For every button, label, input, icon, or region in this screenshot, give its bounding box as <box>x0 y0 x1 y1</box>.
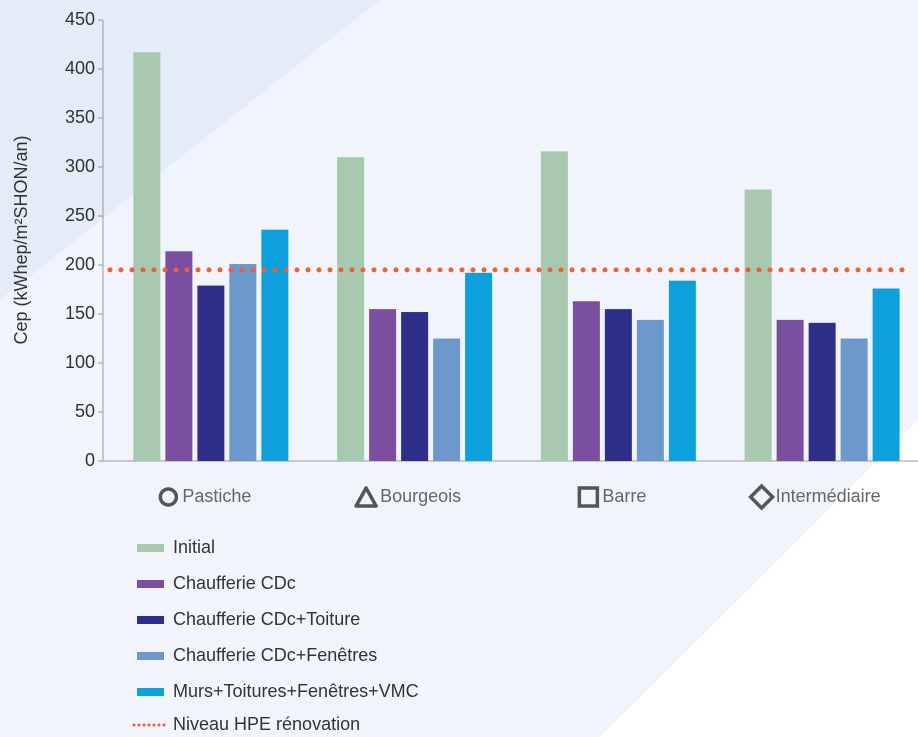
bar <box>165 251 193 461</box>
legend-swatch <box>137 616 164 624</box>
bar <box>636 319 664 461</box>
y-tick-label: 300 <box>65 156 95 176</box>
bar <box>776 319 804 461</box>
legend-label: Niveau HPE rénovation <box>173 714 360 734</box>
legend-label: Murs+Toitures+Fenêtres+VMC <box>173 681 419 701</box>
bar <box>401 312 429 461</box>
bar <box>668 280 696 461</box>
y-tick-label: 200 <box>65 254 95 274</box>
bar <box>540 151 568 461</box>
bar <box>465 272 493 461</box>
bar <box>433 338 461 461</box>
bar <box>840 338 868 461</box>
x-tick-label: Pastiche <box>182 486 251 506</box>
legend-label: Chaufferie CDc+Toiture <box>173 609 360 629</box>
legend-swatch <box>137 580 164 588</box>
category-icon <box>354 486 378 508</box>
bar <box>572 301 600 461</box>
y-tick-label: 100 <box>65 352 95 372</box>
legend-swatch <box>137 544 164 552</box>
x-tick-label: Intermédiaire <box>776 486 881 506</box>
y-tick-label: 250 <box>65 205 95 225</box>
category-icon <box>158 487 179 507</box>
bar <box>369 309 397 461</box>
bar <box>261 229 289 461</box>
y-tick-label: 50 <box>75 401 95 421</box>
legend-label: Initial <box>173 537 215 557</box>
category-icon <box>577 486 600 508</box>
bar <box>872 288 900 461</box>
legend-swatch <box>137 652 164 660</box>
bar <box>744 189 772 462</box>
y-tick-label: 450 <box>65 9 95 29</box>
bar <box>197 285 225 461</box>
bar <box>604 309 632 461</box>
x-tick-label: Barre <box>602 486 646 506</box>
bar <box>808 322 836 461</box>
y-tick-label: 0 <box>85 450 95 470</box>
y-tick-label: 400 <box>65 58 95 78</box>
y-tick-label: 150 <box>65 303 95 323</box>
bar <box>337 157 365 461</box>
bar <box>133 52 161 462</box>
category-icon <box>748 483 776 511</box>
legend-label: Chaufferie CDc+Fenêtres <box>173 645 377 665</box>
bar <box>229 264 257 461</box>
legend-label: Chaufferie CDc <box>173 573 296 593</box>
y-tick-label: 350 <box>65 107 95 127</box>
y-axis-label: Cep (kWhep/m²SHON/an) <box>11 135 31 344</box>
legend-swatch <box>137 688 164 696</box>
x-tick-label: Bourgeois <box>380 486 461 506</box>
